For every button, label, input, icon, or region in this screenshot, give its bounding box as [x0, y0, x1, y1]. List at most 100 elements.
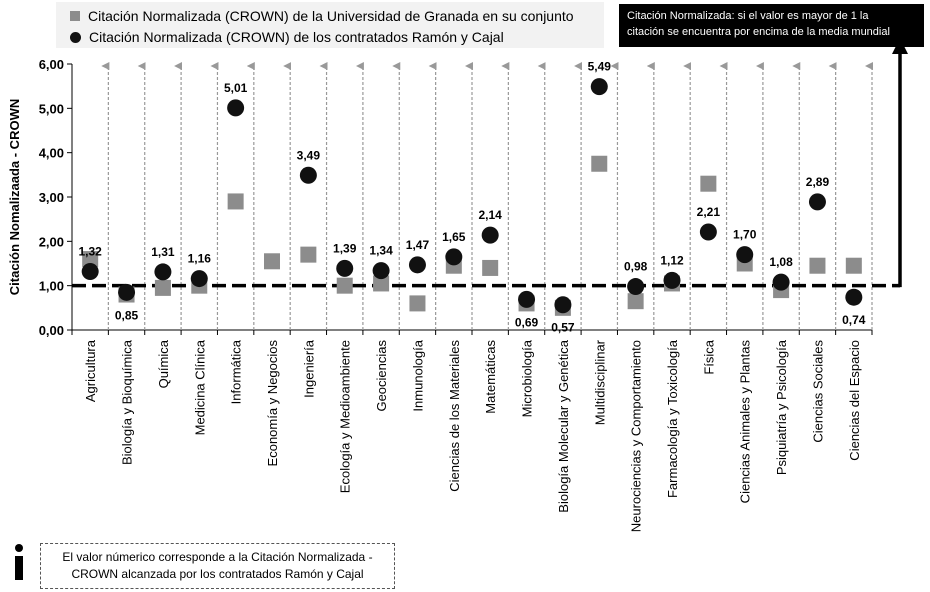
ramon-cajal-marker: [772, 273, 790, 291]
ramon-cajal-marker: [336, 259, 354, 277]
ramon-cajal-marker: [118, 283, 136, 301]
y-tick-label: 0,00: [39, 323, 64, 338]
category-label: Ecología y Medioambiente: [338, 340, 353, 493]
data-label: 0,98: [624, 260, 648, 274]
university-marker: [154, 279, 171, 296]
university-marker: [627, 293, 644, 310]
category-label: Ciencias del Espacio: [847, 340, 862, 461]
data-label: 0,69: [515, 315, 539, 329]
data-label: 2,14: [479, 208, 503, 222]
category-label: Ciencias Animales y Plantas: [738, 340, 753, 504]
y-tick-label: 4,00: [39, 146, 64, 161]
ramon-cajal-marker: [190, 270, 208, 288]
data-label: 0,57: [551, 321, 575, 335]
university-marker: [373, 275, 390, 292]
category-label: Inmunología: [410, 339, 425, 411]
info-icon: [12, 544, 26, 580]
university-marker: [300, 246, 317, 263]
category-label: Agricultura: [83, 339, 98, 402]
ramon-cajal-marker: [627, 278, 645, 296]
ramon-cajal-marker: [663, 271, 681, 289]
category-label: Matemáticas: [483, 340, 498, 414]
category-label: Ciencias de los Materiales: [447, 340, 462, 492]
value-footnote-line2: CROWN alcanzada por los contratados Ramó…: [71, 567, 364, 581]
data-label: 5,01: [224, 81, 248, 95]
ramon-cajal-marker: [408, 256, 426, 274]
data-label: 3,49: [297, 148, 321, 162]
world-average-note-line1: Citación Normalizada: si el valor es may…: [627, 10, 869, 22]
ramon-cajal-marker: [590, 78, 608, 96]
category-label: Medicina Clínica: [192, 339, 207, 435]
legend-item-university: Citación Normalizada (CROWN) de la Unive…: [70, 8, 574, 24]
data-label: 1,70: [733, 228, 757, 242]
category-label: Química: [156, 339, 171, 388]
data-label: 2,21: [697, 205, 721, 219]
world-average-note: Citación Normalizada: si el valor es may…: [619, 4, 924, 47]
value-footnote: El valor númerico corresponde a la Citac…: [40, 543, 395, 589]
data-label: 1,47: [406, 238, 430, 252]
data-label: 1,39: [333, 241, 357, 255]
category-label: Psiquiatría y Psicología: [774, 339, 789, 475]
university-marker: [809, 257, 826, 274]
y-tick-label: 1,00: [39, 279, 64, 294]
university-marker: [409, 295, 426, 312]
square-marker-icon: [70, 11, 80, 21]
category-label: Ciencias Sociales: [810, 340, 825, 443]
ramon-cajal-marker: [372, 262, 390, 280]
ramon-cajal-marker: [445, 248, 463, 266]
data-label: 0,74: [842, 313, 866, 327]
category-label: Biología Molecular y Genética: [556, 339, 571, 512]
ramon-cajal-marker: [845, 288, 863, 306]
legend-item-ramon-cajal: Citación Normalizada (CROWN) de los cont…: [70, 29, 504, 45]
world-average-note-line2: citación se encuentra por encima de la m…: [627, 26, 890, 38]
university-marker: [82, 251, 99, 268]
university-marker: [845, 257, 862, 274]
data-label: 1,65: [442, 230, 466, 244]
y-tick-label: 5,00: [39, 101, 64, 116]
ramon-cajal-marker: [299, 166, 317, 184]
ramon-cajal-marker: [736, 246, 754, 264]
legend-label-university: Citación Normalizada (CROWN) de la Unive…: [88, 8, 574, 24]
ramon-cajal-marker: [481, 226, 499, 244]
ramon-cajal-marker: [154, 263, 172, 281]
data-label: 1,08: [769, 255, 793, 269]
category-label: Economía y Negocios: [265, 340, 280, 467]
y-tick-label: 2,00: [39, 234, 64, 249]
legend: Citación Normalizada (CROWN) de la Unive…: [56, 2, 604, 48]
data-label: 1,34: [369, 244, 393, 258]
university-marker: [700, 175, 717, 192]
data-label: 1,32: [79, 244, 103, 258]
data-label: 0,85: [115, 308, 139, 322]
y-axis-title: Citación Nomalizaada - CROWN: [7, 99, 22, 295]
y-tick-label: 6,00: [39, 57, 64, 72]
ramon-cajal-marker: [699, 223, 717, 241]
category-label: Informática: [229, 339, 244, 404]
circle-marker-icon: [70, 31, 81, 43]
university-marker: [227, 193, 244, 210]
data-label: 5,49: [588, 60, 612, 74]
category-label: Ingeniería: [301, 339, 316, 398]
data-label: 2,89: [806, 175, 830, 189]
data-label: 1,31: [151, 245, 175, 259]
ramon-cajal-marker: [808, 193, 826, 211]
ramon-cajal-marker: [227, 99, 245, 117]
university-marker: [336, 277, 353, 294]
category-label: Microbiología: [520, 339, 535, 417]
category-label: Farmacología y Toxicología: [665, 339, 680, 498]
data-label: 1,16: [188, 252, 212, 266]
y-tick-label: 3,00: [39, 190, 64, 205]
ramon-cajal-marker: [81, 262, 99, 280]
category-label: Física: [701, 339, 716, 374]
category-label: Multidisciplinar: [592, 339, 607, 425]
data-label: 1,12: [660, 253, 684, 267]
university-marker: [591, 155, 608, 172]
university-marker: [482, 259, 499, 276]
university-marker: [264, 253, 280, 270]
ramon-cajal-marker: [554, 296, 572, 314]
category-label: Biología y Bioquímica: [120, 339, 135, 465]
category-label: Geociencias: [374, 340, 389, 412]
legend-label-ramon-cajal: Citación Normalizada (CROWN) de los cont…: [89, 29, 504, 45]
category-label: Neurociencias y Comportamiento: [629, 340, 644, 532]
ramon-cajal-marker: [518, 290, 536, 308]
